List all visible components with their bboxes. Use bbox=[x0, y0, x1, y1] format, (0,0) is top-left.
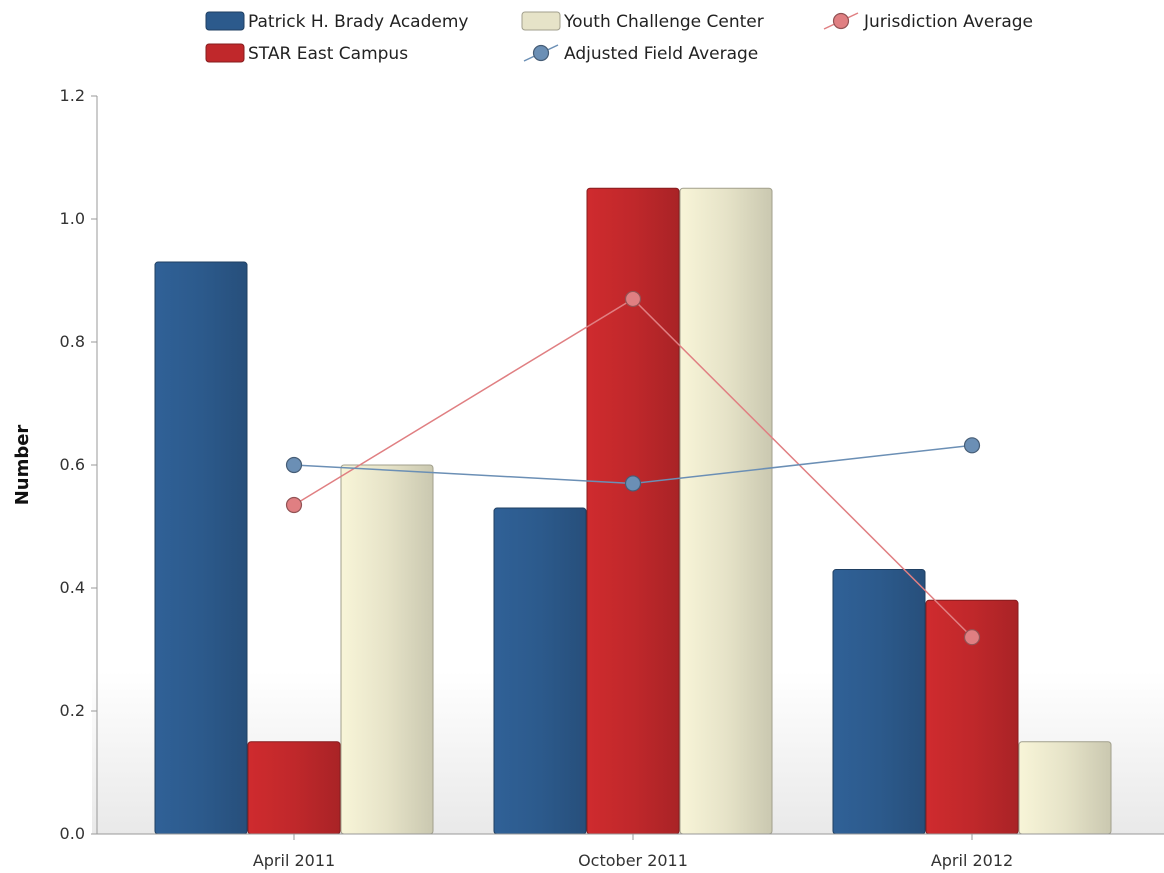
x-tick-label: April 2011 bbox=[253, 851, 335, 870]
legend-item-2[interactable]: Youth Challenge Center bbox=[521, 11, 764, 32]
bar-0-0[interactable] bbox=[154, 261, 248, 835]
y-axis-title: Number bbox=[12, 425, 33, 506]
legend-label: STAR East Campus bbox=[248, 44, 408, 64]
legend-marker bbox=[832, 12, 850, 30]
axes: 0.0 0.2 0.4 0.6 0.8 1.0 1.2 April 2011 October 2… bbox=[12, 86, 1164, 870]
marker-1-2[interactable] bbox=[963, 437, 981, 454]
legend-swatch bbox=[521, 11, 561, 31]
y-tick-label: 1.2 bbox=[60, 86, 85, 105]
y-tick-label: 0.0 bbox=[60, 824, 85, 843]
y-tick-label: 0.8 bbox=[60, 332, 85, 351]
lines bbox=[285, 290, 981, 646]
legend-label: Adjusted Field Average bbox=[564, 44, 758, 64]
marker-0-1[interactable] bbox=[624, 290, 642, 308]
legend-swatch bbox=[205, 11, 245, 31]
legend-marker bbox=[532, 44, 550, 62]
legend-item-3[interactable]: Jurisdiction Average bbox=[823, 12, 1033, 32]
x-tick-label: April 2012 bbox=[931, 851, 1013, 870]
legend-item-1[interactable]: STAR East Campus bbox=[205, 43, 408, 64]
legend-item-0[interactable]: Patrick H. Brady Academy bbox=[205, 11, 468, 32]
bar-1-1[interactable] bbox=[586, 187, 680, 835]
y-tick-label: 0.4 bbox=[60, 578, 85, 597]
legend-label: Jurisdiction Average bbox=[863, 12, 1033, 32]
bar-2-2[interactable] bbox=[1018, 741, 1112, 835]
marker-0-2[interactable] bbox=[963, 629, 981, 646]
marker-0-0[interactable] bbox=[285, 496, 303, 514]
legend-swatch bbox=[205, 43, 245, 63]
legend-label: Patrick H. Brady Academy bbox=[248, 12, 468, 32]
y-tick-label: 1.0 bbox=[60, 209, 85, 228]
legend-label: Youth Challenge Center bbox=[563, 12, 764, 32]
legend: Patrick H. Brady Academy Youth Challenge … bbox=[205, 11, 1033, 64]
marker-1-1[interactable] bbox=[624, 475, 642, 492]
bar-0-2[interactable] bbox=[832, 569, 926, 835]
y-tick-label: 0.6 bbox=[60, 455, 85, 474]
bar-0-1[interactable] bbox=[493, 507, 587, 835]
x-tick-label: October 2011 bbox=[578, 851, 688, 870]
bar-2-1[interactable] bbox=[679, 187, 773, 835]
bar-1-0[interactable] bbox=[247, 741, 341, 835]
bar-2-0[interactable] bbox=[340, 464, 434, 835]
marker-1-0[interactable] bbox=[285, 456, 303, 474]
legend-item-4[interactable]: Adjusted Field Average bbox=[523, 44, 758, 64]
y-tick-label: 0.2 bbox=[60, 701, 85, 720]
